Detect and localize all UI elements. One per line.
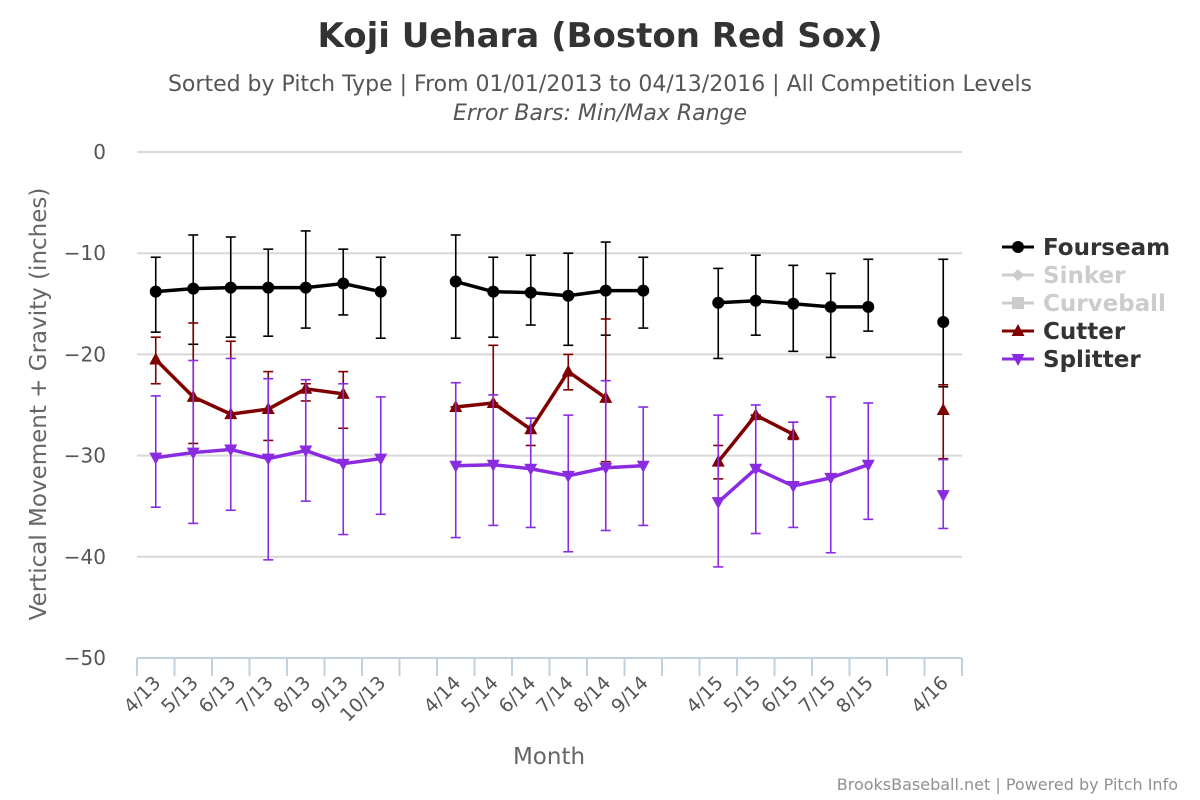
x-tick-label: 4/13 bbox=[120, 672, 166, 718]
x-axis-title: Month bbox=[513, 744, 585, 770]
legend-marker bbox=[1012, 297, 1024, 309]
x-tick-label: 4/16 bbox=[907, 672, 953, 718]
data-point bbox=[636, 460, 650, 473]
data-point bbox=[186, 447, 200, 460]
data-point bbox=[637, 284, 650, 297]
data-point bbox=[712, 296, 725, 309]
data-point bbox=[561, 470, 575, 483]
x-tick-label: 5/13 bbox=[157, 672, 203, 718]
y-tick-label: −50 bbox=[64, 646, 106, 670]
data-point bbox=[299, 445, 313, 458]
x-tick-label: 7/15 bbox=[795, 672, 841, 718]
data-point bbox=[749, 463, 763, 476]
data-point bbox=[261, 453, 275, 466]
data-point bbox=[862, 300, 875, 313]
chart-subtitle: Sorted by Pitch Type | From 01/01/2013 t… bbox=[168, 72, 1032, 97]
data-point bbox=[262, 281, 275, 294]
legend-item-fourseam: Fourseam bbox=[1002, 235, 1170, 261]
x-tick-label: 8/13 bbox=[270, 672, 316, 718]
x-tick-label: 7/13 bbox=[232, 672, 278, 718]
x-tick-label: 9/14 bbox=[607, 672, 653, 718]
x-tick-label: 6/14 bbox=[495, 672, 541, 718]
data-point bbox=[937, 316, 950, 329]
x-tick-label: 7/14 bbox=[532, 672, 578, 718]
data-point bbox=[224, 444, 238, 457]
error-bar-note: Error Bars: Min/Max Range bbox=[453, 101, 747, 126]
y-tick-label: −30 bbox=[64, 444, 106, 468]
data-point bbox=[449, 460, 463, 473]
data-point bbox=[711, 497, 725, 510]
legend-label: Curveball bbox=[1043, 291, 1166, 317]
data-point bbox=[337, 277, 350, 290]
data-point bbox=[599, 462, 613, 475]
legend-marker bbox=[1012, 269, 1024, 281]
data-point bbox=[599, 284, 612, 297]
y-axis-ticks: 0 −10 −20 −30 −40 −50 bbox=[64, 140, 106, 670]
y-tick-label: 0 bbox=[93, 140, 106, 164]
data-point bbox=[861, 459, 875, 472]
data-point bbox=[936, 490, 950, 503]
data-point bbox=[524, 463, 538, 476]
data-point bbox=[561, 364, 575, 377]
y-tick-label: −10 bbox=[64, 241, 106, 265]
legend-label: Sinker bbox=[1043, 263, 1126, 289]
legend-marker bbox=[1012, 241, 1024, 253]
legend-marker bbox=[1011, 354, 1025, 366]
legend-item-splitter: Splitter bbox=[1002, 347, 1141, 373]
data-point bbox=[187, 282, 200, 295]
legend-item-curveball: Curveball bbox=[1002, 291, 1166, 317]
x-tick-label: 4/14 bbox=[420, 672, 466, 718]
series-line bbox=[154, 358, 344, 416]
legend-item-sinker: Sinker bbox=[1002, 263, 1126, 289]
series-layer bbox=[149, 230, 950, 568]
data-point bbox=[487, 285, 500, 298]
legend-marker bbox=[1011, 324, 1025, 336]
x-tick-label: 8/14 bbox=[570, 672, 616, 718]
data-point bbox=[749, 294, 762, 307]
x-tick-label: 4/15 bbox=[682, 672, 728, 718]
legend-item-cutter: Cutter bbox=[1002, 319, 1126, 345]
data-point bbox=[786, 480, 800, 493]
legend-label: Fourseam bbox=[1043, 235, 1170, 261]
series-fourseam bbox=[149, 230, 950, 388]
legend-label: Cutter bbox=[1043, 319, 1126, 345]
x-tick-label: 6/13 bbox=[195, 672, 241, 718]
data-point bbox=[787, 297, 800, 310]
y-axis-title: Vertical Movement + Gravity (inches) bbox=[26, 188, 52, 621]
series-splitter bbox=[149, 357, 950, 568]
series-line bbox=[455, 279, 644, 298]
legend-label: Splitter bbox=[1043, 347, 1141, 373]
data-point bbox=[449, 275, 462, 288]
y-tick-label: −20 bbox=[64, 342, 106, 366]
x-tick-label: 6/15 bbox=[757, 672, 803, 718]
data-point bbox=[486, 459, 500, 472]
data-point bbox=[336, 458, 350, 471]
data-point bbox=[824, 300, 837, 313]
data-point bbox=[299, 281, 312, 294]
data-point bbox=[224, 281, 237, 294]
series-line bbox=[455, 462, 644, 478]
data-point bbox=[936, 403, 950, 416]
credit-text: BrooksBaseball.net | Powered by Pitch In… bbox=[837, 775, 1178, 794]
y-tick-label: −40 bbox=[64, 545, 106, 569]
data-point bbox=[824, 472, 838, 485]
x-tick-label: 8/15 bbox=[832, 672, 878, 718]
data-point bbox=[149, 452, 163, 465]
data-point bbox=[149, 352, 163, 365]
x-tick-label: 5/15 bbox=[720, 672, 766, 718]
x-tick-label: 5/14 bbox=[457, 672, 503, 718]
data-point bbox=[524, 286, 537, 299]
data-point bbox=[374, 453, 388, 466]
chart-title: Koji Uehara (Boston Red Sox) bbox=[317, 16, 882, 56]
grid-lines bbox=[137, 151, 962, 659]
data-point bbox=[374, 285, 387, 298]
data-point bbox=[149, 285, 162, 298]
data-point bbox=[562, 289, 575, 302]
